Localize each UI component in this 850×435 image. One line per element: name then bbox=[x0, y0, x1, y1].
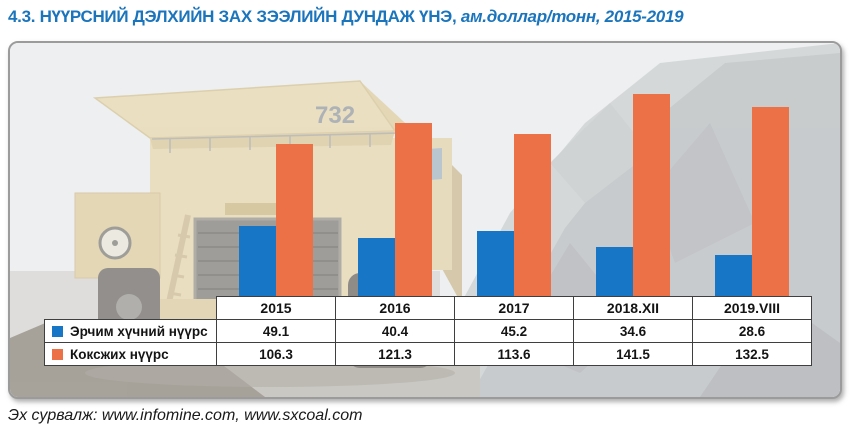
table-value-cell: 132.5 bbox=[692, 342, 812, 366]
table-value-cell: 141.5 bbox=[573, 342, 693, 366]
table-legend-cell-coking-coal: Коксжих нүүрс bbox=[44, 342, 217, 366]
page-title-units: ам.доллар/тонн, 2015-2019 bbox=[460, 7, 684, 26]
bar-coking-coal-2016 bbox=[394, 123, 432, 296]
truck-number-label: 732 bbox=[315, 102, 355, 129]
bar-energy-coal-2016 bbox=[357, 238, 395, 296]
table-value-cell: 106.3 bbox=[216, 342, 336, 366]
table-value-cell: 28.6 bbox=[692, 319, 812, 343]
legend-swatch-coking-coal bbox=[52, 348, 63, 360]
bar-coking-coal-2019.VIII bbox=[751, 107, 789, 296]
table-value-cell: 34.6 bbox=[573, 319, 693, 343]
legend-label-energy-coal: Эрчим хүчний нүүрс bbox=[70, 323, 208, 339]
source-text: Эх сурвалж: www.infomine.com, www.sxcoal… bbox=[8, 407, 363, 424]
page-title: 4.3. НҮҮРСНИЙ ДЭЛХИЙН ЗАХ ЗЭЭЛИЙН ДУНДАЖ… bbox=[8, 7, 838, 27]
table-header-cell: 2015 bbox=[216, 296, 336, 320]
truck-handrail bbox=[151, 132, 401, 153]
table-legend-cell-energy-coal: Эрчим хүчний нүүрс bbox=[44, 319, 217, 343]
table-value-cell: 121.3 bbox=[335, 342, 455, 366]
truck-ladder bbox=[165, 214, 191, 308]
bar-energy-coal-2017 bbox=[476, 231, 514, 296]
table-value-cell: 40.4 bbox=[335, 319, 455, 343]
bar-energy-coal-2019.VIII bbox=[714, 255, 752, 296]
photo-frame: 732 2015 2016 2017 2018.XII 2019.VIII Эрчим х… bbox=[8, 41, 842, 399]
table-value-cell: 49.1 bbox=[216, 319, 336, 343]
bar-energy-coal-2015 bbox=[238, 226, 276, 296]
legend-label-coking-coal: Коксжих нүүрс bbox=[70, 346, 169, 362]
table-header-cell: 2018.XII bbox=[573, 296, 693, 320]
legend-swatch-energy-coal bbox=[52, 325, 63, 337]
bar-coking-coal-2015 bbox=[275, 144, 313, 296]
table-header-cell: 2017 bbox=[454, 296, 574, 320]
bar-coking-coal-2017 bbox=[513, 134, 551, 296]
table-value-cell: 113.6 bbox=[454, 342, 574, 366]
table-header-cell: 2019.VIII bbox=[692, 296, 812, 320]
page-title-main: 4.3. НҮҮРСНИЙ ДЭЛХИЙН ЗАХ ЗЭЭЛИЙН ДУНДАЖ… bbox=[8, 7, 457, 26]
table-header-cell: 2016 bbox=[335, 296, 455, 320]
bar-coking-coal-2018.XII bbox=[632, 94, 670, 296]
bar-energy-coal-2018.XII bbox=[595, 247, 633, 296]
table-value-cell: 45.2 bbox=[454, 319, 574, 343]
